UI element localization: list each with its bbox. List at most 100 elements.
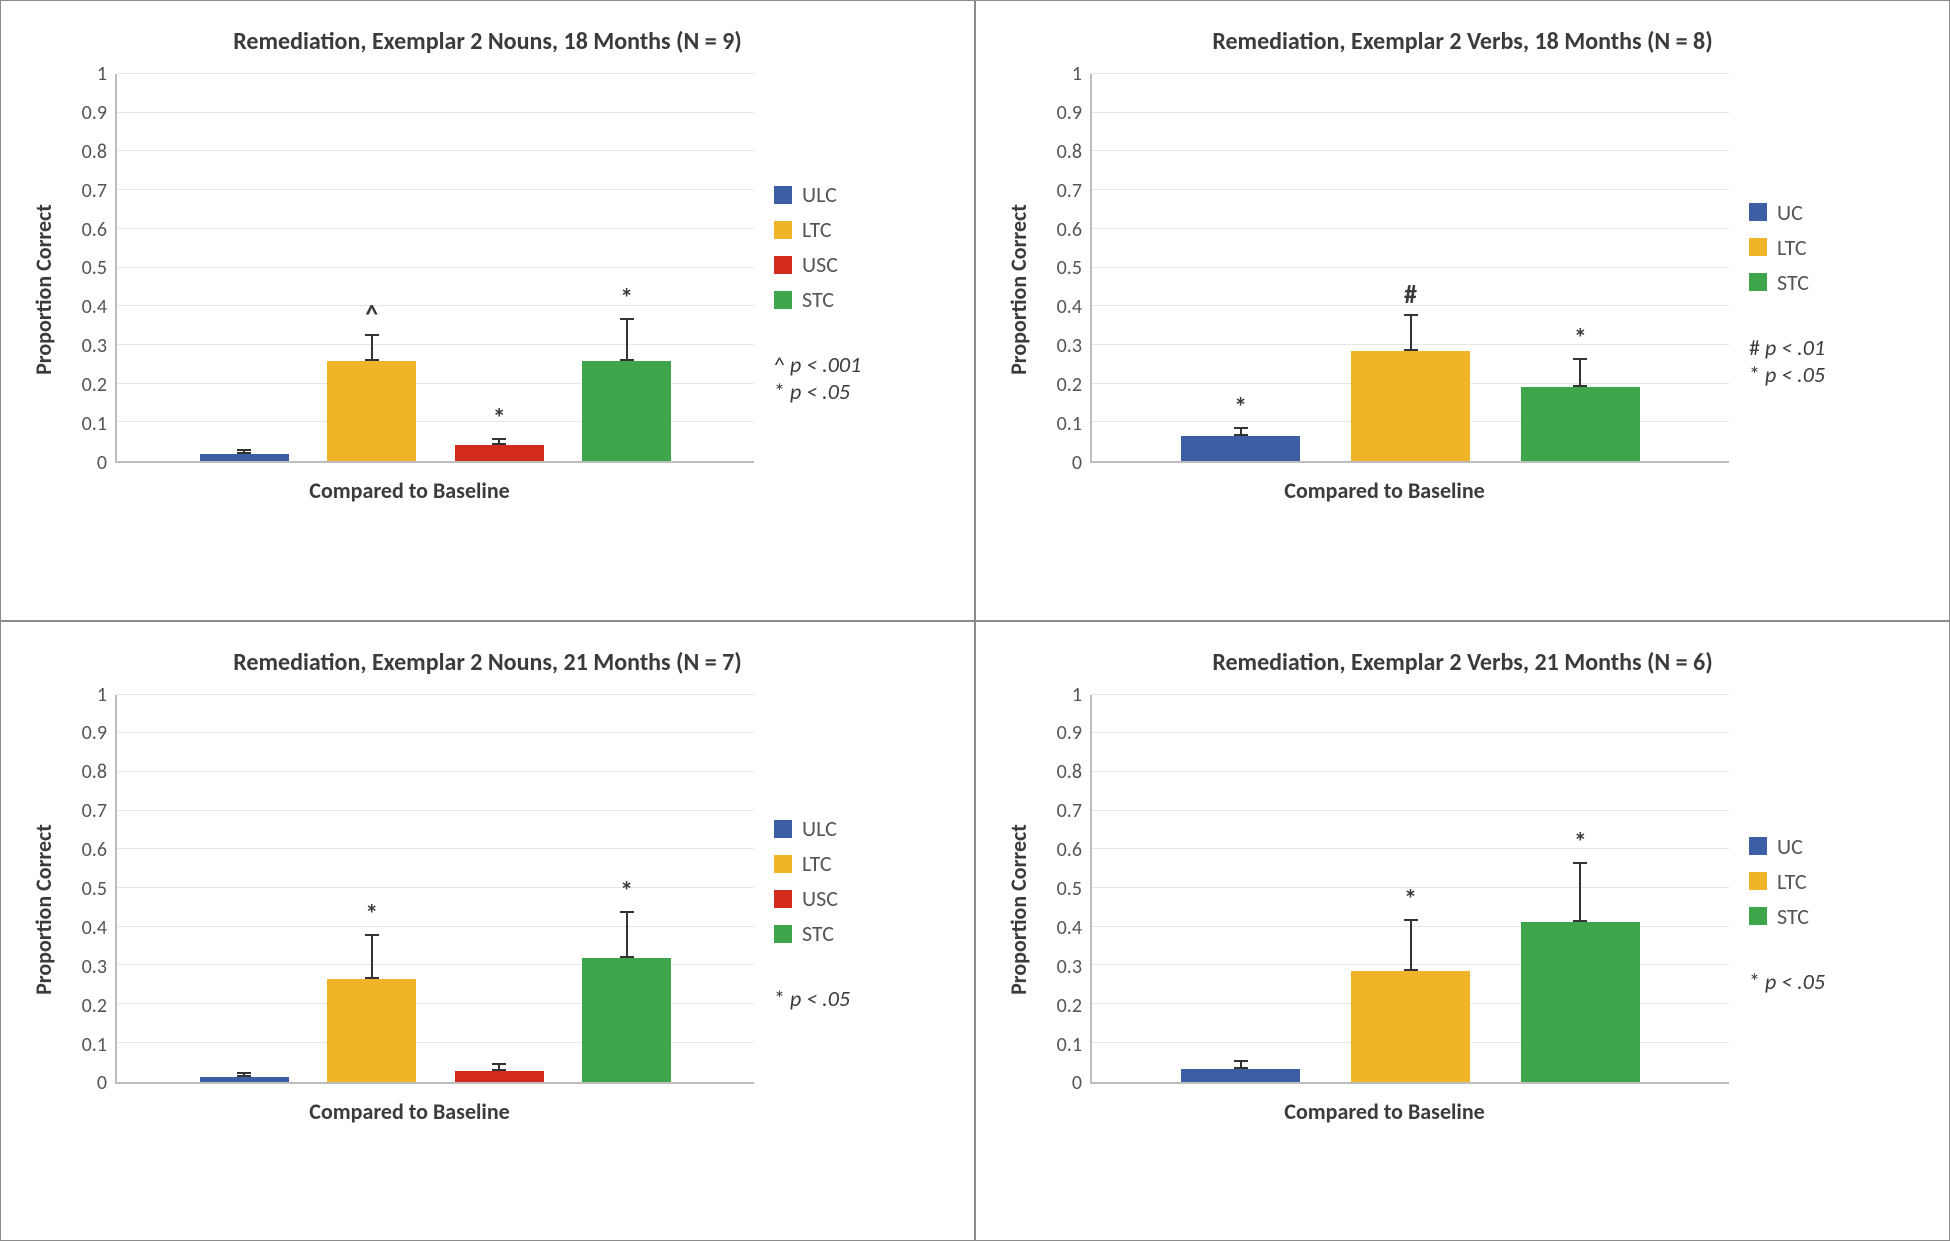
- bar-stc: *: [582, 361, 671, 461]
- error-bar: [1579, 358, 1581, 387]
- legend-item-ltc: LTC: [1749, 234, 1929, 261]
- sig-note-symbol: ^: [774, 351, 790, 378]
- sig-note-pvalue: p < .05: [790, 985, 850, 1012]
- legend-label: UC: [1777, 833, 1803, 860]
- chart-body: Proportion Correct 00.10.20.30.40.50.60.…: [21, 74, 954, 504]
- bars-layer: **: [117, 695, 754, 1082]
- chart-body: Proportion Correct 00.10.20.30.40.50.60.…: [996, 74, 1929, 504]
- legend-swatch-icon: [774, 855, 792, 873]
- legend-col: UC LTC STC * p < .05: [1729, 695, 1929, 1125]
- sig-notes: * p < .05: [774, 985, 954, 1012]
- sig-note: * p < .05: [1749, 968, 1929, 995]
- plot-area: * # *: [1090, 74, 1729, 463]
- legend-item-ltc: LTC: [774, 216, 954, 243]
- panel-verbs18: Remediation, Exemplar 2 Verbs, 18 Months…: [975, 0, 1950, 621]
- sig-notes: # p < .01* p < .05: [1749, 334, 1929, 388]
- legend-label: UC: [1777, 199, 1803, 226]
- legend-swatch-icon: [1749, 872, 1767, 890]
- plot-col: 00.10.20.30.40.50.60.70.80.91 *#* Compar…: [1040, 74, 1729, 504]
- error-bar: [498, 1063, 500, 1072]
- error-bar: [243, 1072, 245, 1077]
- bar-slot: *: [308, 695, 435, 1082]
- legend-items: ULCLTCUSCSTC: [774, 173, 954, 321]
- error-bar: [1240, 427, 1242, 436]
- ylabel-wrap: Proportion Correct: [996, 695, 1040, 1125]
- bar-ltc: *: [1351, 971, 1470, 1081]
- plot-col: 00.10.20.30.40.50.60.70.80.91 ** Compare…: [1040, 695, 1729, 1125]
- legend-swatch-icon: [1749, 907, 1767, 925]
- error-bar: [626, 318, 628, 361]
- bar-stc: *: [582, 958, 671, 1082]
- sig-note: # p < .01: [1749, 334, 1929, 361]
- ylabel-wrap: Proportion Correct: [996, 74, 1040, 504]
- legend-label: ULC: [802, 181, 837, 208]
- legend-item-usc: USC: [774, 251, 954, 278]
- bar-slot: *: [1495, 695, 1665, 1082]
- sig-note-pvalue: p < .05: [1765, 361, 1825, 388]
- plot-col: 00.10.20.30.40.50.60.70.80.91 ** Compare…: [65, 695, 754, 1125]
- legend-item-ltc: LTC: [1749, 868, 1929, 895]
- bar-ulc: [200, 454, 289, 461]
- sig-note: ^ p < .001: [774, 351, 954, 378]
- sig-note-pvalue: p < .05: [1765, 968, 1825, 995]
- panel-nouns21: Remediation, Exemplar 2 Nouns, 21 Months…: [0, 621, 975, 1241]
- legend-items: ULCLTCUSCSTC: [774, 807, 954, 955]
- error-bar: [1579, 862, 1581, 922]
- yticks: 00.10.20.30.40.50.60.70.80.91: [1040, 74, 1090, 463]
- plot-area: **: [1090, 695, 1729, 1084]
- sig-marker: #: [1404, 278, 1417, 310]
- sig-note-pvalue: p < .01: [1765, 334, 1825, 361]
- plot-row: 00.10.20.30.40.50.60.70.80.91 **: [1040, 695, 1729, 1084]
- legend-swatch-icon: [774, 221, 792, 239]
- legend-swatch-icon: [774, 186, 792, 204]
- sig-marker: *: [620, 875, 633, 907]
- yticks: 00.10.20.30.40.50.60.70.80.91: [65, 695, 115, 1084]
- bars-layer: * # *: [1092, 74, 1729, 461]
- legend-swatch-icon: [774, 890, 792, 908]
- bars-layer: ^**: [117, 74, 754, 461]
- legend-item-uc: UC: [1749, 833, 1929, 860]
- error-bar: [1410, 919, 1412, 971]
- legend-item-usc: USC: [774, 885, 954, 912]
- sig-note-symbol: *: [774, 378, 790, 405]
- plot-col: 00.10.20.30.40.50.60.70.80.91 ^** Compar…: [65, 74, 754, 504]
- plot-row: 00.10.20.30.40.50.60.70.80.91 ^**: [65, 74, 754, 463]
- chart-title: Remediation, Exemplar 2 Verbs, 21 Months…: [996, 648, 1929, 677]
- chart-title: Remediation, Exemplar 2 Nouns, 21 Months…: [21, 648, 954, 677]
- bar-ltc: #: [1351, 351, 1470, 461]
- chart-body: Proportion Correct 00.10.20.30.40.50.60.…: [996, 695, 1929, 1125]
- legend-swatch-icon: [774, 256, 792, 274]
- sig-marker: *: [1574, 826, 1587, 858]
- legend-label: USC: [802, 885, 838, 912]
- plot-row: 00.10.20.30.40.50.60.70.80.91 **: [65, 695, 754, 1084]
- yticks: 00.10.20.30.40.50.60.70.80.91: [65, 74, 115, 463]
- bar-slot: [181, 695, 308, 1082]
- legend-label: STC: [1777, 903, 1809, 930]
- sig-marker: *: [493, 402, 506, 434]
- bar-stc: *: [1521, 922, 1640, 1081]
- legend-label: STC: [1777, 269, 1809, 296]
- legend-col: UC LTC STC # p < .01* p < .05: [1729, 74, 1929, 504]
- ylabel: Proportion Correct: [1005, 204, 1032, 375]
- sig-note-symbol: *: [774, 985, 790, 1012]
- legend-swatch-icon: [774, 925, 792, 943]
- legend-item-stc: STC: [1749, 903, 1929, 930]
- bar-slot: #: [1326, 74, 1496, 461]
- bar-slot: *: [563, 74, 690, 461]
- ylabel: Proportion Correct: [30, 824, 57, 995]
- bar-uc: *: [1181, 436, 1300, 461]
- sig-marker: *: [1574, 322, 1587, 354]
- bar-usc: [455, 1071, 544, 1081]
- bars-layer: **: [1092, 695, 1729, 1082]
- error-bar: [1410, 314, 1412, 351]
- sig-marker: *: [1234, 391, 1247, 423]
- error-bar: [243, 449, 245, 454]
- error-bar: [1240, 1060, 1242, 1069]
- chart-title: Remediation, Exemplar 2 Nouns, 18 Months…: [21, 27, 954, 56]
- legend-label: ULC: [802, 815, 837, 842]
- legend-label: LTC: [802, 216, 832, 243]
- legend-swatch-icon: [1749, 238, 1767, 256]
- panel-grid: Remediation, Exemplar 2 Nouns, 18 Months…: [0, 0, 1950, 1241]
- bar-ltc: *: [327, 979, 416, 1082]
- legend-item-ltc: LTC: [774, 850, 954, 877]
